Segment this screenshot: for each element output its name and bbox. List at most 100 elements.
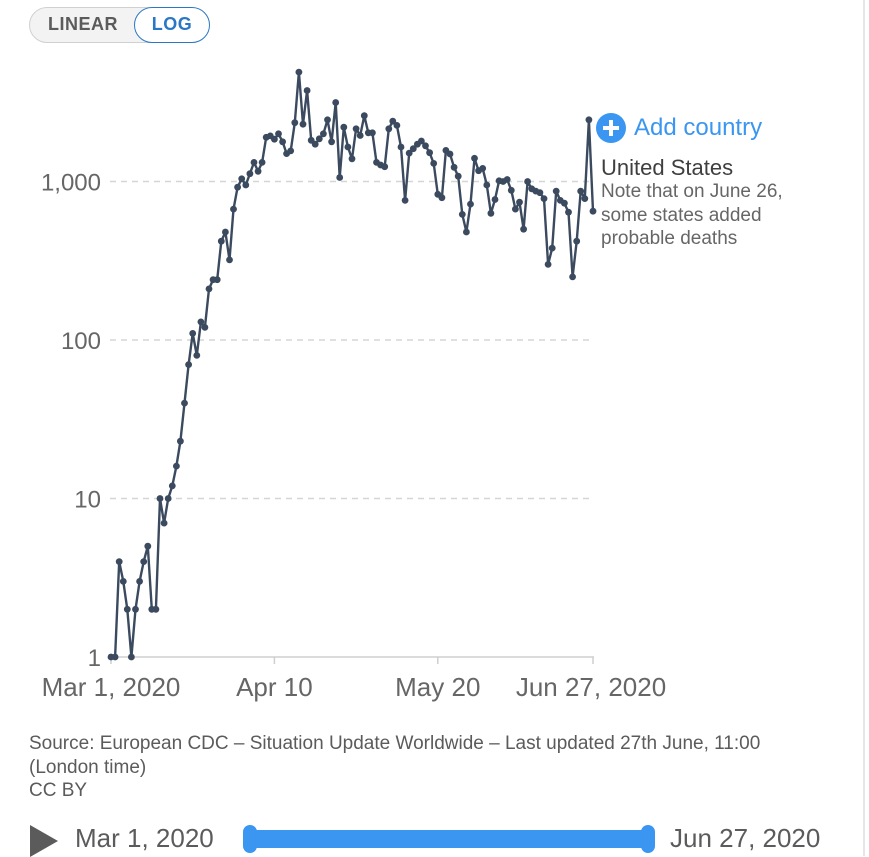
- data-point: [226, 256, 233, 264]
- data-point: [111, 653, 119, 661]
- data-point: [344, 143, 352, 151]
- data-point: [279, 138, 286, 146]
- data-point: [160, 519, 168, 527]
- data-point: [524, 178, 531, 185]
- data-point: [132, 605, 139, 613]
- data-point: [389, 117, 397, 125]
- data-point: [246, 170, 254, 178]
- data-point: [320, 130, 327, 138]
- series-united-states[interactable]: [107, 68, 597, 661]
- x-tick-label: Mar 1, 2020: [42, 672, 181, 702]
- y-tick-label: 10: [74, 487, 101, 514]
- data-point: [164, 495, 172, 502]
- data-point: [193, 352, 201, 359]
- data-point: [454, 172, 462, 180]
- data-point: [275, 130, 282, 138]
- data-point: [332, 99, 340, 106]
- scale-toggle: LINEAR LOG: [29, 6, 210, 43]
- data-point: [271, 135, 278, 143]
- data-point: [507, 186, 515, 194]
- data-point: [544, 261, 552, 268]
- license-text: CC BY: [29, 780, 88, 801]
- data-point: [458, 211, 466, 218]
- data-point: [548, 244, 556, 252]
- data-point: [311, 140, 319, 148]
- x-tick-label: Jun 27, 2020: [516, 672, 666, 702]
- data-point: [573, 237, 581, 245]
- data-point: [385, 125, 393, 133]
- data-point: [536, 189, 544, 197]
- timeline: Mar 1, 2020 Jun 27, 2020: [0, 815, 869, 857]
- data-point: [589, 207, 597, 215]
- data-point: [242, 181, 250, 189]
- x-tick-label: May 20: [395, 672, 480, 702]
- data-point: [369, 129, 376, 137]
- data-point: [581, 195, 589, 203]
- data-point: [119, 578, 127, 585]
- data-point: [156, 495, 164, 502]
- data-point: [471, 154, 478, 162]
- data-point: [430, 160, 438, 167]
- data-point: [348, 155, 356, 163]
- log-scale-button[interactable]: LOG: [134, 6, 210, 43]
- data-point: [291, 119, 299, 127]
- data-point: [393, 122, 401, 129]
- y-tick-label: 1: [88, 645, 101, 672]
- data-point: [177, 437, 184, 445]
- data-point: [201, 324, 209, 331]
- data-point: [467, 200, 474, 208]
- data-point: [287, 147, 295, 155]
- data-point: [140, 558, 148, 565]
- data-point: [381, 163, 389, 171]
- data-point: [258, 159, 266, 166]
- data-point: [189, 330, 197, 337]
- linear-scale-button[interactable]: LINEAR: [48, 14, 118, 34]
- timeline-end-label: Jun 27, 2020: [670, 823, 821, 853]
- timeline-end-handle[interactable]: [641, 825, 655, 853]
- data-point: [250, 159, 258, 166]
- data-point: [315, 135, 323, 143]
- series-label-united-states[interactable]: United States: [601, 155, 734, 180]
- data-point: [127, 653, 135, 661]
- panel-right-border: [863, 0, 865, 856]
- data-point: [479, 165, 487, 172]
- data-point: [123, 605, 131, 613]
- data-point: [115, 558, 123, 565]
- data-point: [405, 149, 413, 157]
- data-point: [540, 195, 548, 203]
- data-point: [168, 482, 176, 490]
- data-point: [516, 198, 523, 206]
- data-point: [352, 125, 360, 133]
- timeline-start-label: Mar 1, 2020: [75, 823, 214, 853]
- data-point: [450, 163, 458, 171]
- data-point: [463, 228, 470, 236]
- source-note: Source: European CDC – Situation Update …: [29, 732, 799, 803]
- series-annotation: Note that on June 26, some states added …: [601, 181, 783, 249]
- data-point: [234, 183, 242, 191]
- play-icon[interactable]: [30, 825, 58, 857]
- data-point: [324, 116, 331, 124]
- data-point: [487, 209, 495, 217]
- timeline-range-track[interactable]: [247, 830, 652, 848]
- data-point: [340, 123, 348, 131]
- deaths-line-chart: 1 10 100 1,000 Mar 1, 2020 Apr 10 May 20 Jun 2…: [41, 68, 666, 702]
- data-point: [422, 142, 429, 150]
- data-point: [136, 578, 144, 585]
- data-point: [181, 399, 188, 407]
- add-country-button[interactable]: Add country: [596, 113, 762, 143]
- data-point: [418, 137, 425, 145]
- add-country-label: Add country: [634, 114, 763, 141]
- data-point: [491, 196, 499, 203]
- data-point: [438, 194, 446, 202]
- data-point: [585, 116, 593, 124]
- data-point: [565, 208, 572, 216]
- data-point: [401, 197, 409, 204]
- timeline-start-handle[interactable]: [243, 825, 257, 853]
- y-tick-label: 100: [61, 328, 101, 355]
- data-point: [360, 112, 368, 120]
- data-point: [356, 132, 364, 139]
- data-point: [144, 542, 152, 550]
- data-point: [483, 181, 491, 189]
- data-point: [197, 318, 205, 326]
- data-point: [409, 145, 417, 153]
